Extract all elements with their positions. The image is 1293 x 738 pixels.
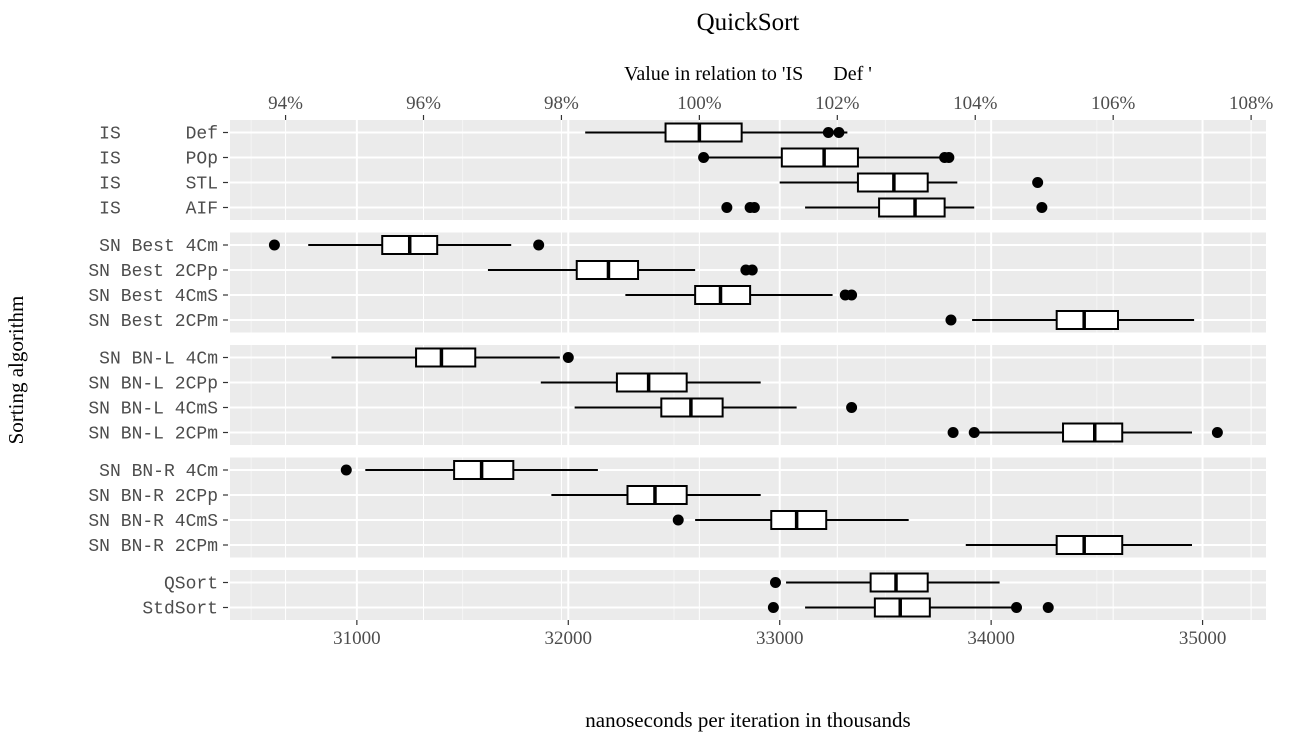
outlier-point [833,127,845,138]
facet-panel: SN BN-R 4Cm SN BN-R 2CPp SN BN-R 4CmS SN BN… [88,457,1266,558]
boxplot-is-pop [698,147,955,168]
category-label: SN Best 4CmS [88,287,218,307]
boxplot-stdsort [767,597,1054,618]
outlier-point [769,577,781,588]
outlier-point [268,239,280,251]
top-tick-label: 94% [268,93,303,114]
outlier-point [1032,177,1044,188]
iqr-box [1055,535,1124,555]
iqr-box [664,122,743,143]
category-label: IS Def [99,125,218,145]
iqr-box [878,197,946,218]
iqr-box [626,485,688,505]
outlier-point [562,352,574,363]
top-tick-label: 102% [815,93,860,114]
boxplot-sn-best-4cm [268,235,545,255]
x-tick-label: 32000 [545,628,593,649]
category-label: SN BN-R 2CPp [88,487,218,507]
outlier-point [746,264,758,276]
category-label: SN Best 2CPm [88,312,218,332]
boxplot-sn-best-2cpp [487,260,758,280]
boxplot-is-aif [721,197,1048,218]
top-tick-label: 100% [677,93,722,114]
boxplot-qsort [769,572,1000,593]
boxplot-sn-bn-r-2cpp [551,485,761,505]
iqr-box [770,510,828,530]
outlier-point [748,202,760,213]
outlier-point [1211,427,1223,438]
top-tick-label: 98% [544,93,579,114]
outlier-point [698,152,710,163]
category-label: SN BN-L 4CmS [88,400,218,420]
panel-background [230,570,1266,620]
outlier-point [1011,602,1023,613]
category-label: SN BN-R 4Cm [99,462,218,482]
category-label: SN BN-R 4CmS [88,512,218,532]
boxplot-sn-bn-l-4cm [331,347,574,368]
x-tick-label: 35000 [1179,628,1227,649]
category-label: SN BN-L 2CPm [88,425,218,445]
boxplot-sn-best-2cpm [945,310,1195,330]
y-axis-title: Sorting algorithm [4,296,28,445]
top-tick-label: 106% [1091,93,1136,114]
boxplot-sn-bn-l-4cms [574,397,858,418]
boxplot-sn-bn-r-4cms [672,510,909,530]
category-label: QSort [164,575,218,595]
category-label: StdSort [142,600,218,620]
boxplot-sn-bn-r-4cm [340,460,598,480]
x-tick-label: 31000 [333,628,381,649]
iqr-box [873,597,931,618]
category-label: SN Best 4Cm [99,237,218,257]
outlier-point [767,602,779,613]
x-tick-label: 33000 [756,628,804,649]
iqr-box [453,460,515,480]
boxplot-is-stl [779,172,1044,193]
category-label: IS POp [99,150,218,170]
outlier-point [968,427,980,438]
facet-panel: IS Def IS POp IS STL IS AIF [99,120,1266,220]
iqr-box [869,572,929,593]
facet-panel: SN Best 4Cm SN Best 2CPp SN Best 4CmS SN Be… [88,232,1266,333]
boxplot-sn-bn-l-2cpp [540,372,761,393]
x-axis-title: nanoseconds per iteration in thousands [585,708,910,732]
category-label: IS STL [99,175,218,195]
category-label: SN BN-L 2CPp [88,375,218,395]
outlier-point [943,152,955,163]
iqr-box [694,285,752,305]
outlier-point [822,127,834,138]
facet-panel: SN BN-L 4Cm SN BN-L 2CPp SN BN-L 4CmS SN BN… [88,345,1266,445]
outlier-point [340,464,352,476]
outlier-point [1036,202,1048,213]
boxplot-sn-bn-l-2cpm [947,422,1223,443]
iqr-box [780,147,859,168]
outlier-point [1042,602,1054,613]
outlier-point [672,514,684,526]
iqr-box [1055,310,1119,330]
iqr-box [415,347,477,368]
boxplot-sn-best-4cms [625,285,858,305]
facet-panel: QSort StdSort [142,570,1266,620]
outlier-point [846,289,858,301]
outlier-point [947,427,959,438]
x-tick-label: 34000 [967,628,1015,649]
boxplot-is-def [585,122,848,143]
category-label: SN BN-L 4Cm [99,350,218,370]
top-tick-label: 96% [406,93,441,114]
outlier-point [945,314,957,326]
top-tick-label: 104% [953,93,998,114]
category-label: SN BN-R 2CPm [88,537,218,557]
iqr-box [615,372,688,393]
chart-title: QuickSort [697,9,800,36]
outlier-point [533,239,545,251]
iqr-box [1062,422,1124,443]
outlier-point [721,202,733,213]
outlier-point [846,402,858,413]
boxplot-sn-bn-r-2cpm [965,535,1192,555]
category-label: SN Best 2CPp [88,262,218,282]
category-label: IS AIF [99,200,218,220]
top-tick-label: 108% [1229,93,1274,114]
top-axis-title: Value in relation to 'IS Def ' [624,63,872,85]
